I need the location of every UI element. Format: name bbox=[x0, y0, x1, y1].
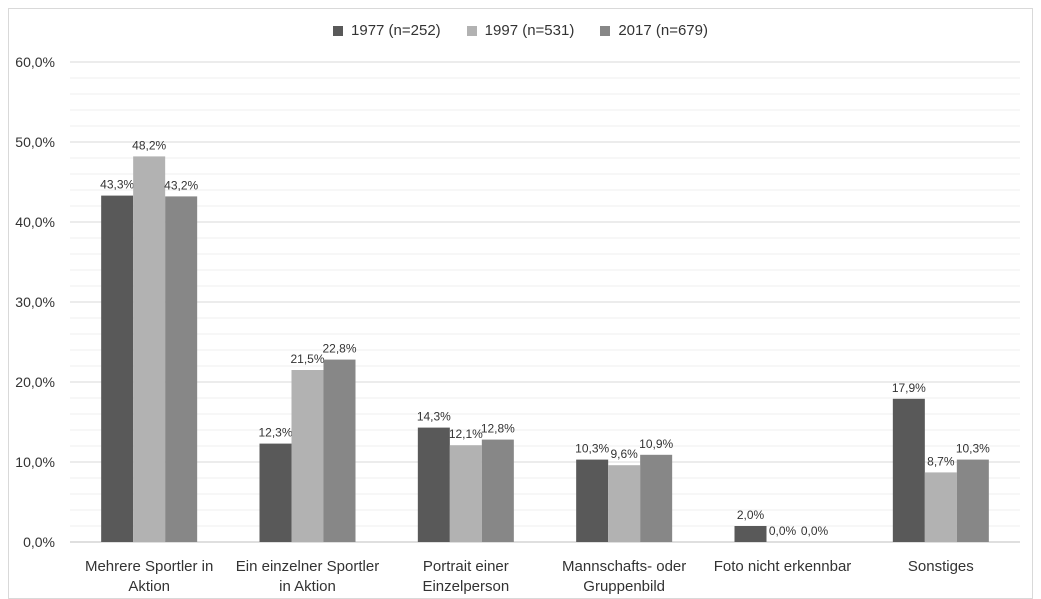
legend-swatch-2017 bbox=[600, 25, 611, 36]
category-label: Sonstiges bbox=[908, 558, 974, 575]
data-label: 0,0% bbox=[769, 524, 797, 538]
data-label: 12,8% bbox=[481, 422, 515, 436]
category-label: Foto nicht erkennbar bbox=[714, 558, 852, 575]
y-tick-label: 20,0% bbox=[15, 374, 55, 390]
data-label: 2,0% bbox=[737, 508, 765, 522]
bar-1977-1 bbox=[259, 443, 292, 542]
y-tick-label: 0,0% bbox=[23, 534, 55, 550]
y-tick-label: 10,0% bbox=[15, 454, 55, 470]
legend-item-1977: 1977 (n=252) bbox=[333, 22, 441, 39]
data-label: 8,7% bbox=[927, 454, 955, 468]
bar-1977-3 bbox=[576, 459, 609, 542]
category-label: Ein einzelner Sportler bbox=[236, 558, 379, 575]
y-tick-label: 30,0% bbox=[15, 294, 55, 310]
data-label: 43,2% bbox=[164, 178, 198, 192]
bar-2017-0 bbox=[165, 196, 198, 542]
category-label: Portrait einer bbox=[423, 558, 509, 575]
bar-1997-5 bbox=[924, 472, 957, 542]
bar-2017-3 bbox=[640, 454, 673, 542]
data-label: 14,3% bbox=[417, 410, 451, 424]
category-label: in Aktion bbox=[279, 578, 336, 595]
bar-2017-5 bbox=[956, 459, 989, 542]
data-label: 10,3% bbox=[575, 442, 609, 456]
data-label: 12,3% bbox=[258, 426, 292, 440]
data-label: 43,3% bbox=[100, 178, 134, 192]
data-label: 9,6% bbox=[610, 447, 638, 461]
category-label: Gruppenbild bbox=[583, 578, 665, 595]
y-tick-label: 50,0% bbox=[15, 134, 55, 150]
legend-label-2017: 2017 (n=679) bbox=[618, 22, 708, 39]
bar-1977-0 bbox=[101, 195, 134, 542]
legend-item-2017: 2017 (n=679) bbox=[600, 22, 708, 39]
category-label: Mehrere Sportler in bbox=[85, 558, 213, 575]
data-label: 10,3% bbox=[956, 442, 990, 456]
legend-label-1997: 1997 (n=531) bbox=[484, 22, 575, 39]
data-label: 21,5% bbox=[290, 352, 324, 366]
data-label: 10,9% bbox=[639, 437, 673, 451]
bar-2017-2 bbox=[481, 439, 514, 542]
legend-swatch-1977 bbox=[333, 25, 344, 36]
bar-1977-4 bbox=[734, 526, 767, 542]
bar-1997-2 bbox=[449, 445, 482, 542]
category-label: Mannschafts- oder bbox=[562, 558, 686, 575]
bar-1977-5 bbox=[892, 398, 925, 542]
data-label: 12,1% bbox=[449, 427, 483, 441]
bar-2017-1 bbox=[323, 359, 356, 542]
bar-1997-0 bbox=[133, 156, 166, 542]
bar-1997-3 bbox=[608, 465, 641, 542]
legend-item-1997: 1997 (n=531) bbox=[466, 22, 575, 39]
y-tick-label: 40,0% bbox=[15, 214, 55, 230]
category-label: Aktion bbox=[128, 578, 170, 595]
bar-1977-2 bbox=[417, 427, 450, 542]
bar-1997-1 bbox=[291, 370, 324, 542]
legend: 1977 (n=252) 1997 (n=531) 2017 (n=679) bbox=[0, 22, 1041, 39]
data-label: 0,0% bbox=[801, 524, 829, 538]
category-label: Einzelperson bbox=[422, 578, 509, 595]
data-label: 48,2% bbox=[132, 138, 166, 152]
y-tick-label: 60,0% bbox=[15, 54, 55, 70]
legend-swatch-1997 bbox=[466, 25, 477, 36]
data-label: 17,9% bbox=[892, 381, 926, 395]
legend-label-1977: 1977 (n=252) bbox=[351, 22, 441, 39]
data-label: 22,8% bbox=[322, 342, 356, 356]
